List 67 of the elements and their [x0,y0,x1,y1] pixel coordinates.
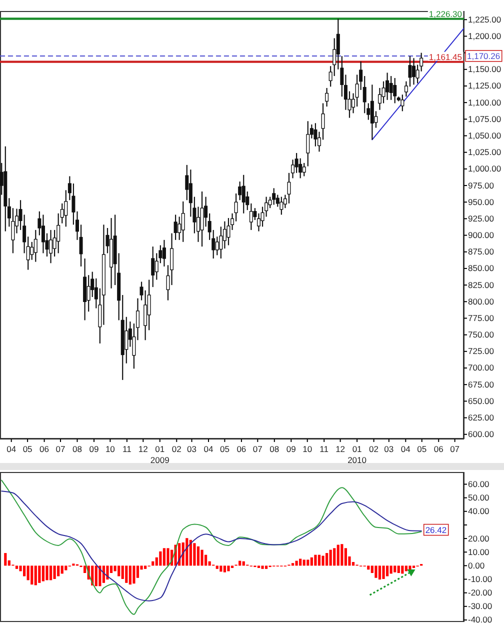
x-tick-label: 11 [320,444,329,454]
x-tick-label: 07 [252,444,263,454]
y-tick-label: -10.00 [468,574,492,584]
y-tick-label: -40.00 [468,614,492,625]
y-tick-label: 600.00 [468,429,494,440]
y-tick-label: 1,225.00 [468,14,502,24]
y-tick-label: 750.00 [468,330,494,340]
x-tick-label: 08 [270,444,280,454]
x-tick-label: 10 [105,444,116,454]
x-tick-label: 04 [204,444,214,454]
y-tick-label: 950.00 [468,196,494,207]
x-tick-label: 02 [369,444,379,454]
x-tick-label: 12 [336,444,346,454]
y-tick-label: 1,100.00 [468,97,502,108]
x-tick-label: 05 [22,444,33,454]
x-tick-label: 12 [138,444,148,454]
x-tick-label: 03 [384,444,394,454]
ref-line-label: 1,161.45 [428,52,462,62]
y-tick-label: 1,125.00 [468,80,502,91]
y-tick-label: 1,200.00 [468,30,502,41]
y-tick-label: -30.00 [468,601,492,612]
x-tick-label: 06 [236,444,246,454]
y-tick-label: 60.00 [468,478,490,489]
y-tick-label: 850.00 [468,263,494,274]
y-tick-label: 625.00 [468,412,494,422]
x-tick-label: 06 [434,444,444,454]
ref-line-label: 1,226.30 [428,8,462,19]
y-tick-label: 1,050.00 [468,130,502,140]
x-tick-label: 09 [286,444,296,454]
x-tick-label: 03 [187,444,197,454]
x-tick-label: 02 [172,444,182,454]
y-tick-label: 975.00 [468,180,494,190]
y-tick-label: 825.00 [468,280,494,290]
y-tick-label: 50.00 [468,492,490,503]
y-tick-label: 800.00 [468,296,494,306]
y-tick-label: 1,075.00 [468,114,502,124]
y-tick-label: 900.00 [468,230,494,240]
x-tick-label: 10 [302,444,312,454]
x-tick-label: 11 [122,444,132,454]
y-tick-label: 725.00 [468,346,494,356]
y-tick-label: 700.00 [468,362,494,373]
y-tick-label: 40.00 [468,506,490,516]
x-tick-label: 01 2009 [150,444,170,465]
x-tick-label: 09 [89,444,99,454]
x-tick-label: 01 2010 [348,444,367,465]
y-tick-label: 20.00 [468,533,490,544]
y-tick-label: 675.00 [468,379,494,390]
y-tick-label: 1,000.00 [468,164,502,174]
y-tick-label: 1,025.00 [468,147,502,158]
x-tick-label: 07 [450,444,460,454]
x-tick-label: 05 [417,444,427,454]
x-tick-label: 07 [56,444,66,454]
y-tick-label: 775.00 [468,312,494,323]
ref-line-label: 1,170.26 [467,50,500,61]
y-tick-label: 925.00 [468,213,494,224]
x-tick-label: 08 [72,444,82,454]
y-tick-label: 0.00 [468,560,485,570]
y-tick-label: -20.00 [468,588,492,598]
x-tick-label: 06 [40,444,50,454]
x-tick-label: 05 [220,444,230,454]
x-tick-label: 04 [6,444,16,454]
y-tick-label: 650.00 [468,396,494,406]
y-tick-label: 1,150.00 [468,64,502,74]
y-tick-label: 10.00 [468,546,490,557]
x-tick-label: 04 [400,444,411,454]
annotation: 26.42 [425,524,447,535]
y-tick-label: 875.00 [468,246,494,257]
